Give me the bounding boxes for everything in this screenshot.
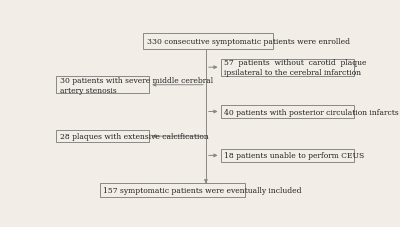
Text: 30 patients with severe middle cerebral
artery stenosis: 30 patients with severe middle cerebral … — [60, 76, 213, 94]
Text: 157 symptomatic patients were eventually included: 157 symptomatic patients were eventually… — [103, 186, 302, 194]
Text: 18 patients unable to perform CEUS: 18 patients unable to perform CEUS — [224, 152, 364, 160]
Text: 40 patients with posterior circulation infarcts: 40 patients with posterior circulation i… — [224, 108, 399, 116]
FancyBboxPatch shape — [143, 34, 273, 50]
FancyBboxPatch shape — [220, 59, 354, 76]
FancyBboxPatch shape — [56, 77, 149, 94]
FancyBboxPatch shape — [220, 106, 354, 118]
FancyBboxPatch shape — [100, 184, 245, 197]
Text: 57  patients  without  carotid  plaque
ipsilateral to the cerebral infarction: 57 patients without carotid plaque ipsil… — [224, 59, 367, 77]
FancyBboxPatch shape — [56, 130, 149, 143]
Text: 330 consecutive symptomatic patients were enrolled: 330 consecutive symptomatic patients wer… — [147, 38, 350, 46]
Text: 28 plaques with extensive calcification: 28 plaques with extensive calcification — [60, 133, 209, 141]
FancyBboxPatch shape — [220, 150, 354, 162]
